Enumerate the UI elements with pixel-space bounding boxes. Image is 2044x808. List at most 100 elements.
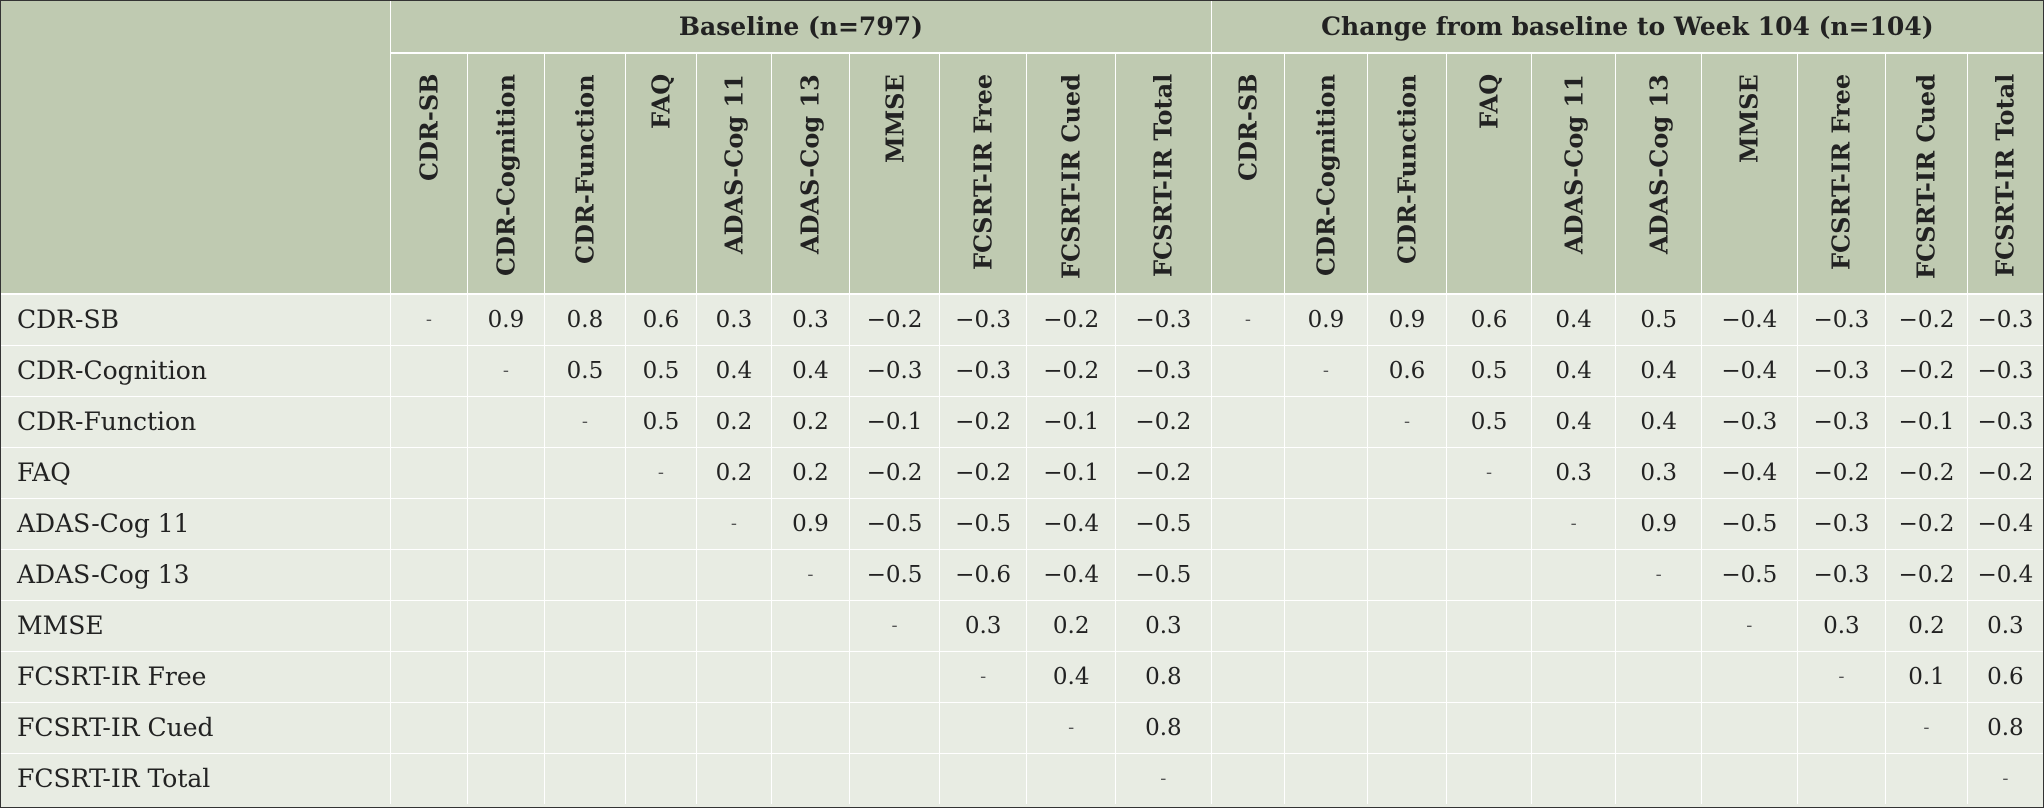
table-cell-change — [1446, 651, 1532, 703]
table-cell-baseline: −0.4 — [1026, 549, 1116, 601]
table-cell-change — [1885, 753, 1968, 804]
table-cell-change: −0.4 — [1967, 549, 2043, 601]
column-header-change: ADAS-Cog 11 — [1531, 53, 1617, 294]
table-cell-change: −0.2 — [1797, 447, 1887, 499]
table-cell-baseline: 0.5 — [544, 345, 626, 397]
table-cell-baseline: 0.2 — [696, 447, 772, 499]
table-cell-baseline: 0.9 — [467, 293, 546, 346]
row-label: ADAS-Cog 11 — [1, 498, 392, 550]
table-cell-change — [1211, 600, 1286, 652]
table-cell-change: −0.3 — [1797, 396, 1887, 448]
table-cell-change: −0.3 — [1701, 396, 1798, 448]
table-cell-baseline — [544, 753, 626, 804]
table-cell-baseline — [467, 447, 546, 499]
table-cell-change: 0.3 — [1797, 600, 1887, 652]
table-cell-baseline — [390, 498, 468, 550]
table-cell-baseline: - — [1026, 702, 1116, 754]
table-cell-change: 0.5 — [1615, 293, 1702, 346]
column-header-label: CDR-SB — [1233, 74, 1263, 182]
table-cell-baseline — [467, 651, 546, 703]
table-cell-change — [1367, 600, 1448, 652]
table-cell-baseline — [625, 702, 698, 754]
table-cell-baseline: −0.2 — [1115, 396, 1212, 448]
table-cell-baseline: - — [696, 498, 772, 550]
table-cell-baseline: −0.4 — [1026, 498, 1116, 550]
column-header-label: MMSE — [880, 74, 910, 163]
table-cell-change: −0.4 — [1701, 345, 1798, 397]
table-cell-change: - — [1367, 396, 1448, 448]
table-cell-change: 0.5 — [1446, 345, 1532, 397]
table-cell-baseline: 0.4 — [771, 345, 851, 397]
table-cell-baseline — [625, 498, 698, 550]
table-cell-baseline — [849, 753, 940, 804]
table-cell-baseline — [467, 498, 546, 550]
table-cell-baseline — [467, 702, 546, 754]
table-cell-change — [1284, 498, 1368, 550]
column-header-change: CDR-Cognition — [1284, 53, 1368, 294]
table-cell-change: −0.2 — [1885, 447, 1968, 499]
table-cell-change — [1615, 753, 1702, 804]
table-cell-change — [1211, 753, 1286, 804]
table-cell-baseline: −0.5 — [1115, 549, 1212, 601]
table-cell-change — [1284, 396, 1368, 448]
table-cell-change — [1446, 702, 1532, 754]
row-label: FCSRT-IR Free — [1, 651, 392, 703]
table-cell-baseline — [390, 396, 468, 448]
table-cell-baseline — [696, 702, 772, 754]
table-cell-baseline: - — [1115, 753, 1212, 804]
column-header-label: ADAS-Cog 11 — [719, 74, 749, 254]
table-cell-change: 0.4 — [1531, 345, 1617, 397]
column-header-baseline: FCSRT-IR Total — [1115, 53, 1212, 294]
table-cell-baseline: - — [390, 293, 468, 346]
group-header-row: Baseline (n=797) Change from baseline to… — [1, 1, 2043, 294]
table-cell-change — [1367, 651, 1448, 703]
table-cell-baseline: −0.6 — [939, 549, 1028, 601]
table-cell-baseline — [390, 549, 468, 601]
table-cell-change: 0.2 — [1885, 600, 1968, 652]
table-cell-baseline — [544, 549, 626, 601]
table-cell-baseline: −0.5 — [939, 498, 1028, 550]
table-cell-baseline — [849, 651, 940, 703]
table-cell-baseline: 0.3 — [1115, 600, 1212, 652]
table-cell-baseline — [390, 600, 468, 652]
table-cell-change — [1367, 498, 1448, 550]
group-header-change: Change from baseline to Week 104 (n=104) — [1211, 1, 2043, 54]
table-cell-change: - — [1531, 498, 1617, 550]
table-cell-baseline: −0.1 — [1026, 396, 1116, 448]
table-cell-baseline: 0.8 — [544, 293, 626, 346]
row-label: CDR-Function — [1, 396, 392, 448]
table-cell-change: 0.4 — [1615, 345, 1702, 397]
column-header-change: ADAS-Cog 13 — [1615, 53, 1702, 294]
row-label: CDR-Cognition — [1, 345, 392, 397]
row-label: FAQ — [1, 447, 392, 499]
table-cell-baseline: −0.3 — [849, 345, 940, 397]
row-label: CDR-SB — [1, 293, 392, 346]
table-cell-change — [1284, 447, 1368, 499]
table-cell-change — [1211, 651, 1286, 703]
table-cell-change — [1446, 549, 1532, 601]
table-cell-baseline — [939, 753, 1028, 804]
table-cell-baseline: 0.5 — [625, 396, 698, 448]
column-header-label: ADAS-Cog 13 — [795, 74, 825, 254]
group-header-baseline: Baseline (n=797) — [390, 1, 1212, 54]
table-cell-change — [1367, 753, 1448, 804]
table-cell-change: −0.3 — [1797, 549, 1887, 601]
table-cell-baseline — [696, 600, 772, 652]
table-cell-baseline — [544, 600, 626, 652]
table-cell-baseline: −0.1 — [1026, 447, 1116, 499]
column-header-label: FAQ — [1474, 74, 1504, 130]
row-label: MMSE — [1, 600, 392, 652]
table-cell-baseline — [544, 651, 626, 703]
column-header-change: FCSRT-IR Cued — [1885, 53, 1968, 294]
table-cell-baseline — [625, 549, 698, 601]
table-cell-change — [1531, 600, 1617, 652]
table-body: CDR-SB -0.9 0.8 0.6 0.3 0.3 −0.2 −0.3 −0.2 −0.3-0… — [1, 293, 2043, 804]
table-cell-baseline: 0.2 — [771, 447, 851, 499]
table-row: ADAS-Cog 13- −0.5 −0.6 −0.4 −0.5- −0.5 −0.3 −0.… — [1, 549, 2043, 601]
column-header-label: CDR-Function — [570, 74, 600, 264]
row-label: FCSRT-IR Cued — [1, 702, 392, 754]
table-cell-baseline: −0.3 — [1115, 345, 1212, 397]
table-cell-change: −0.3 — [1797, 498, 1887, 550]
column-header-baseline: MMSE — [849, 53, 940, 294]
column-header-label: CDR-SB — [414, 74, 444, 182]
